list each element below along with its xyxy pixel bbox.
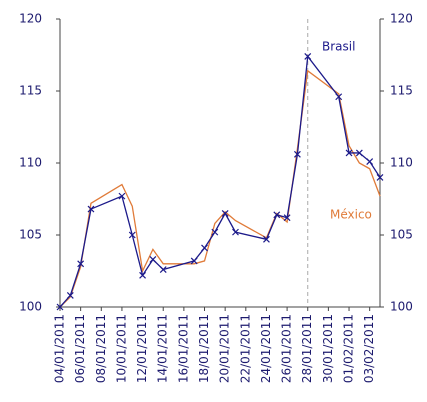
x-tick-label: 30/01/2011	[321, 314, 335, 383]
series-line	[59, 69, 381, 308]
y2-tick-label: 110	[390, 156, 413, 170]
x-tick-label: 08/01/2011	[94, 314, 108, 383]
x-tick-label: 14/01/2011	[156, 314, 170, 383]
y2-tick-label: 105	[390, 228, 413, 242]
y-tick-label: 105	[19, 228, 42, 242]
marker	[77, 260, 85, 268]
x-tick-label: 06/01/2011	[73, 314, 87, 383]
x-tick-label: 26/01/2011	[280, 314, 294, 383]
marker	[293, 150, 301, 158]
series-line	[59, 54, 381, 308]
marker	[128, 231, 136, 239]
marker	[201, 244, 208, 252]
x-tick-label: 22/01/2011	[238, 314, 252, 383]
marker	[232, 228, 239, 236]
marker	[366, 158, 374, 165]
marker	[149, 256, 157, 263]
x-tick-label: 01/02/2011	[342, 314, 356, 383]
marker	[87, 205, 95, 213]
y-tick-label: 100	[19, 300, 42, 314]
y-tick-label: 120	[19, 12, 42, 26]
marker	[335, 93, 343, 101]
marker	[190, 257, 198, 265]
x-tick-label: 16/01/2011	[176, 314, 190, 383]
legend-label: Brasil	[322, 40, 355, 54]
x-tick-label: 28/01/2011	[300, 314, 314, 383]
x-tick-label: 04/01/2011	[53, 314, 67, 383]
marker	[66, 292, 74, 299]
marker	[56, 303, 64, 311]
marker	[283, 214, 291, 222]
marker	[139, 271, 147, 279]
marker	[355, 149, 363, 157]
legend-label: México	[330, 208, 372, 222]
y2-tick-label: 100	[390, 300, 413, 314]
marker	[118, 192, 126, 200]
x-tick-label: 20/01/2011	[218, 314, 232, 383]
x-tick-label: 10/01/2011	[114, 314, 128, 383]
x-tick-label: 18/01/2011	[197, 314, 211, 383]
y2-tick-label: 120	[390, 12, 413, 26]
marker	[345, 149, 353, 157]
marker	[159, 266, 167, 273]
marker	[376, 173, 384, 181]
marker	[273, 211, 281, 219]
y-tick-label: 115	[19, 84, 42, 98]
x-tick-label: 24/01/2011	[259, 314, 273, 383]
marker	[221, 209, 229, 217]
marker	[211, 228, 219, 236]
marker	[263, 235, 270, 243]
x-tick-label: 03/02/2011	[362, 314, 376, 383]
y-tick-label: 110	[19, 156, 42, 170]
marker	[304, 53, 312, 60]
x-tick-label: 12/01/2011	[135, 314, 149, 383]
y2-tick-label: 115	[390, 84, 413, 98]
